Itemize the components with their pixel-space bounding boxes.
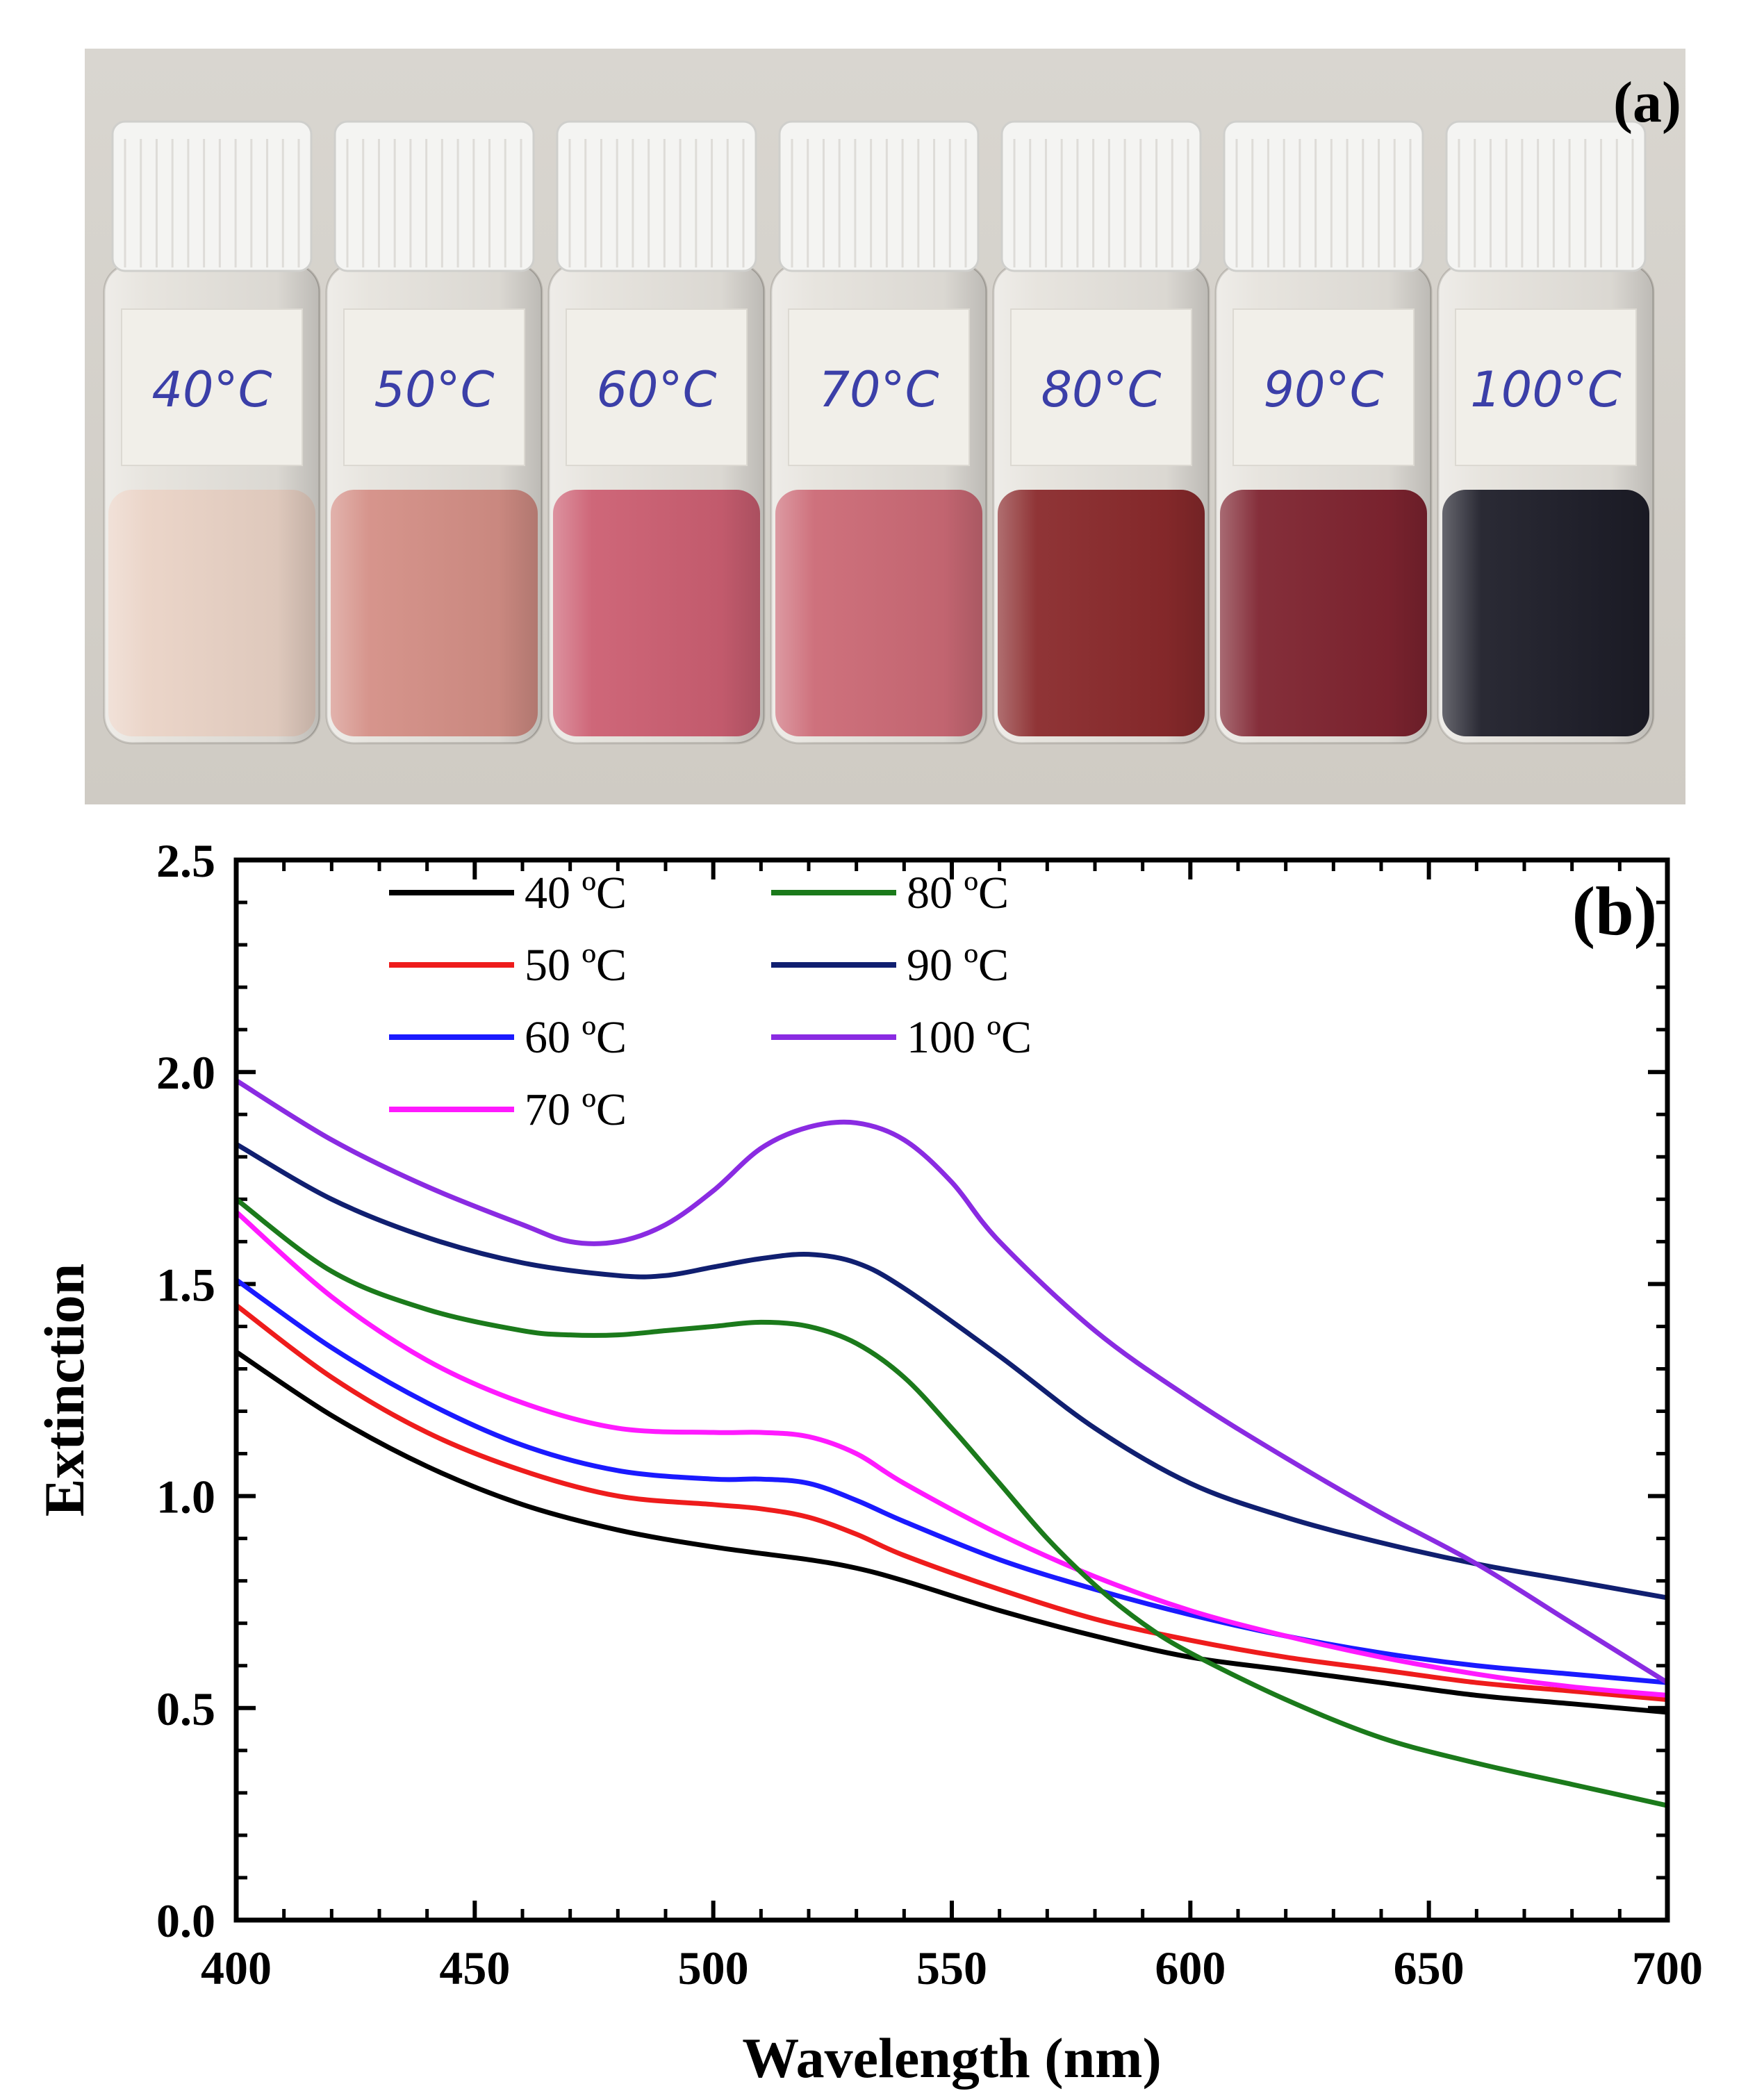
vial-paper-label — [566, 308, 748, 466]
vial-temperature-label: 60°C — [597, 361, 717, 418]
x-tick-label: 450 — [439, 1942, 510, 1994]
vial: 50°C — [325, 120, 543, 745]
x-tick-label: 550 — [916, 1942, 987, 1994]
legend-item: 70 ºC — [389, 1084, 627, 1135]
vial: 70°C — [770, 120, 988, 745]
series-line-2 — [233, 1277, 1670, 1685]
y-axis-title: Extinction — [33, 1264, 96, 1516]
y-tick-label: 2.5 — [156, 834, 215, 887]
vial-paper-label — [1010, 308, 1192, 466]
y-tick-label: 2.0 — [156, 1046, 215, 1099]
y-tick-label: 1.0 — [156, 1471, 215, 1523]
plot-frame — [233, 857, 1670, 1923]
x-tick-label: 600 — [1155, 1942, 1226, 1994]
vial-paper-label — [1232, 308, 1415, 466]
vial-cap — [1223, 120, 1424, 272]
vial-cap — [1445, 120, 1647, 272]
legend-label: 70 ºC — [525, 1084, 627, 1135]
series-line-4 — [233, 1196, 1670, 1808]
vial-paper-label — [788, 308, 970, 466]
legend-item: 90 ºC — [771, 940, 1009, 991]
legend-label: 80 ºC — [907, 868, 1009, 918]
legend-label: 60 ºC — [525, 1012, 627, 1063]
legend-label: 100 ºC — [907, 1012, 1032, 1063]
legend-item: 60 ºC — [389, 1012, 627, 1063]
vial-temperature-label: 40°C — [152, 361, 272, 418]
vial-paper-label — [343, 308, 525, 466]
vial-temperature-label: 80°C — [1041, 361, 1162, 418]
series-line-6 — [233, 1077, 1670, 1685]
vial-cap — [778, 120, 980, 272]
panel-label-b: (b) — [1572, 873, 1657, 950]
vial-temperature-label: 100°C — [1470, 361, 1622, 418]
vial-temperature-label: 50°C — [374, 361, 495, 418]
legend-item: 40 ºC — [389, 868, 627, 918]
vial-cap — [556, 120, 757, 272]
series-line-1 — [233, 1303, 1670, 1703]
x-tick-label: 700 — [1632, 1942, 1703, 1994]
y-tick-label: 1.5 — [156, 1258, 215, 1311]
vial: 40°C — [103, 120, 321, 745]
x-tick-label: 500 — [678, 1942, 749, 1994]
legend-label: 50 ºC — [525, 940, 627, 991]
vial-temperature-label: 90°C — [1264, 361, 1384, 418]
vial: 90°C — [1214, 120, 1433, 745]
legend-item: 100 ºC — [771, 1012, 1032, 1063]
vial-cap — [1000, 120, 1202, 272]
series-line-5 — [233, 1141, 1670, 1601]
vial-cap — [111, 120, 313, 272]
vial: 100°C — [1437, 120, 1655, 745]
series-line-0 — [233, 1349, 1670, 1715]
legend-label: 40 ºC — [525, 868, 627, 918]
x-tick-label: 400 — [201, 1942, 272, 1994]
x-axis-title: Wavelength (nm) — [742, 2026, 1162, 2090]
legend: 40 ºC 50 ºC 60 ºC 70 ºC 80 ºC 90 ºC 100 ºC — [389, 868, 1032, 1135]
vial-paper-label — [1455, 308, 1637, 466]
series-line-3 — [233, 1209, 1670, 1698]
vial-temperature-label: 70°C — [819, 361, 939, 418]
x-tick-label: 650 — [1394, 1942, 1465, 1994]
legend-item: 50 ºC — [389, 940, 627, 991]
vial-paper-label — [121, 308, 303, 466]
vial: 80°C — [992, 120, 1210, 745]
y-tick-label: 0.0 — [156, 1894, 215, 1947]
vial-photo: 40°C 50°C 60°C 70°C 80°C 90°C 100°C (a) — [85, 49, 1685, 804]
vial: 60°C — [547, 120, 766, 745]
y-tick-label: 0.5 — [156, 1683, 215, 1735]
vial-cap — [333, 120, 535, 272]
panel-label-a: (a) — [1613, 70, 1681, 135]
legend-label: 90 ºC — [907, 940, 1009, 991]
legend-item: 80 ºC — [771, 868, 1009, 918]
